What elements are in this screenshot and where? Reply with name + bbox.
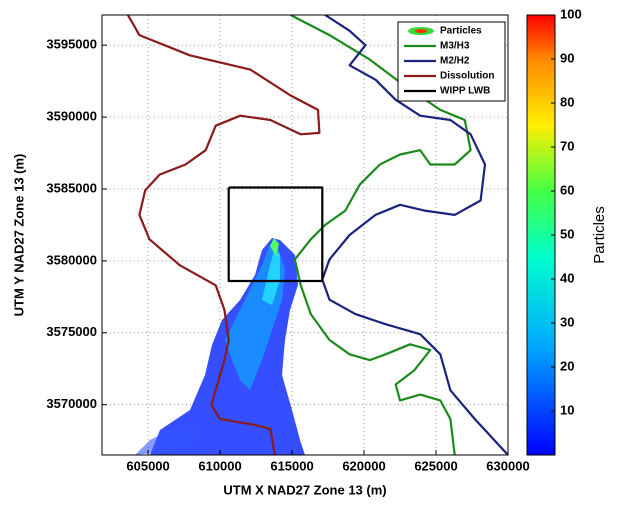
legend-label: Dissolution [440, 71, 494, 82]
x-tick-label: 630000 [486, 458, 529, 473]
y-tick-label: 3590000 [46, 109, 97, 124]
colorbar-tick-label: 40 [560, 270, 574, 285]
legend-swatch [415, 29, 427, 33]
colorbar [526, 14, 556, 456]
colorbar-tick-label: 100 [560, 6, 582, 21]
y-tick-label: 3595000 [46, 37, 97, 52]
y-tick-label: 3570000 [46, 396, 97, 411]
colorbar-tick-label: 60 [560, 182, 574, 197]
legend: Particles M3/H3 M2/H2 Dissolution WIPP LWB [397, 21, 506, 102]
legend-label: Particles [440, 26, 482, 37]
colorbar-tick-label: 50 [560, 226, 574, 241]
legend-label: M3/H3 [440, 41, 470, 52]
y-tick-label: 3575000 [46, 324, 97, 339]
x-tick-label: 615000 [270, 458, 313, 473]
legend-label: M2/H2 [440, 56, 470, 67]
x-tick-label: 605000 [126, 458, 169, 473]
colorbar-tick-label: 20 [560, 358, 574, 373]
colorbar-tick-label: 10 [560, 402, 574, 417]
x-axis-label: UTM X NAD27 Zone 13 (m) [223, 482, 386, 497]
y-tick-label: 3585000 [46, 180, 97, 195]
colorbar-tick-label: 80 [560, 94, 574, 109]
plot-frame [101, 14, 509, 456]
colorbar-tick-label: 30 [560, 314, 574, 329]
colorbar-label: Particles [591, 206, 608, 264]
y-axis-label: UTM Y NAD27 Zone 13 (m) [11, 154, 26, 317]
boundary-line [290, 15, 472, 455]
x-tick-label: 610000 [198, 458, 241, 473]
y-tick-label: 3580000 [46, 252, 97, 267]
legend-label: WIPP LWB [440, 86, 490, 97]
boundary-line [321, 15, 508, 455]
colorbar-tick-label: 90 [560, 50, 574, 65]
boundary-line [227, 186, 324, 283]
x-tick-label: 620000 [342, 458, 385, 473]
boundary-line [126, 15, 321, 455]
colorbar-tick-label: 70 [560, 138, 574, 153]
x-tick-label: 625000 [414, 458, 457, 473]
